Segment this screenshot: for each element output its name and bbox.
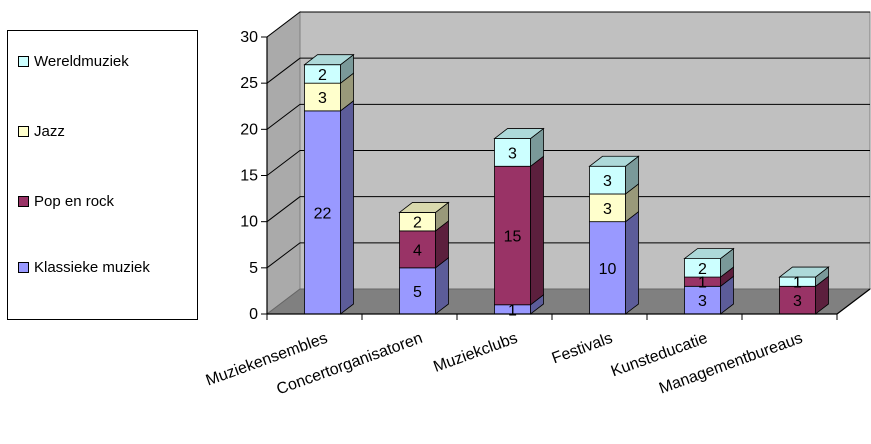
- data-label: 1: [698, 275, 707, 292]
- data-label: 3: [698, 293, 707, 310]
- bar-side: [625, 210, 639, 315]
- plot-walls: [265, 10, 871, 316]
- bar-top: [398, 202, 450, 213]
- gridline: [266, 196, 870, 223]
- x-tick-label: Muziekclubs: [431, 330, 520, 376]
- legend: Wereldmuziek Jazz Pop en rock Klassieke muz…: [7, 30, 198, 320]
- legend-label: Wereldmuziek: [34, 53, 129, 70]
- legend-swatch: [18, 56, 29, 67]
- bar-segment: [494, 155, 544, 306]
- bar-stack-festivals: [588, 155, 640, 315]
- legend-item: Pop en rock: [18, 193, 114, 210]
- bar-top: [303, 54, 355, 66]
- gridlines: [266, 11, 870, 269]
- data-label: 1: [793, 275, 802, 292]
- data-label: 1: [508, 302, 517, 319]
- bar-top: [493, 128, 545, 139]
- bar-front: [304, 110, 341, 315]
- bar-front: [589, 193, 626, 223]
- bar-stack-concertorganisatoren: [398, 201, 450, 315]
- bar-front: [494, 165, 531, 306]
- bar-stack-muziekensembles: [303, 53, 355, 315]
- legend-label: Jazz: [34, 123, 65, 140]
- bar-segment: [399, 201, 449, 232]
- gridline: [266, 103, 870, 130]
- bar-segment: [589, 210, 639, 315]
- legend-item: Wereldmuziek: [18, 53, 129, 70]
- bar-front: [589, 221, 626, 315]
- y-tick-label: 25: [240, 75, 258, 92]
- data-label: 3: [793, 293, 802, 310]
- x-tick-label: Festivals: [550, 330, 615, 368]
- y-tick-label: 5: [249, 260, 258, 277]
- data-label: 3: [603, 173, 612, 190]
- bar-stack-kunsteducatie: [683, 247, 735, 315]
- bar-segment: [494, 127, 544, 168]
- y-tick-label: 0: [249, 306, 258, 323]
- data-label: 10: [599, 261, 617, 278]
- data-label: 5: [413, 284, 422, 301]
- bar-front: [589, 165, 626, 195]
- legend-swatch: [18, 126, 29, 137]
- data-label: 15: [504, 229, 522, 246]
- bar-top: [683, 248, 735, 260]
- data-label: 2: [413, 215, 422, 232]
- data-label: 4: [413, 242, 422, 259]
- data-label: 3: [318, 90, 327, 107]
- bar-segment: [589, 183, 639, 223]
- bar-segment: [684, 275, 734, 315]
- y-tick-label: 10: [240, 214, 258, 231]
- bar-side: [340, 100, 354, 315]
- data-label: 22: [314, 205, 332, 222]
- data-label: 2: [698, 261, 707, 278]
- data-label: 3: [603, 201, 612, 218]
- legend-item: Jazz: [18, 123, 65, 140]
- bar-segment: [399, 257, 449, 315]
- y-axis: 0 5 10 15 20 25 30: [240, 29, 268, 323]
- bar-front: [304, 82, 341, 112]
- y-tick-label: 30: [240, 29, 258, 46]
- bar-top: [588, 155, 640, 167]
- gridline: [266, 150, 870, 176]
- bar-stack-muziekclubs: [493, 127, 545, 315]
- legend-swatch: [18, 262, 29, 273]
- bar-segment: [304, 100, 354, 315]
- y-tick-label: 15: [240, 168, 258, 185]
- data-label: 2: [318, 67, 327, 84]
- bar-top: [778, 266, 830, 278]
- bar-segment: [304, 72, 354, 112]
- legend-item: Klassieke muziek: [18, 259, 150, 276]
- data-label: 3: [508, 145, 517, 162]
- gridline: [266, 11, 870, 38]
- y-tick-label: 20: [240, 121, 258, 138]
- bar-stack-managementbureaus: [778, 266, 830, 315]
- bar-segment: [399, 220, 449, 269]
- bar-side: [530, 155, 544, 306]
- bar-segment: [589, 155, 639, 195]
- legend-label: Klassieke muziek: [34, 259, 150, 276]
- legend-label: Pop en rock: [34, 193, 115, 210]
- gridline: [266, 57, 870, 84]
- bar-stacks: [303, 53, 830, 315]
- legend-swatch: [18, 196, 29, 207]
- gridline: [266, 242, 870, 269]
